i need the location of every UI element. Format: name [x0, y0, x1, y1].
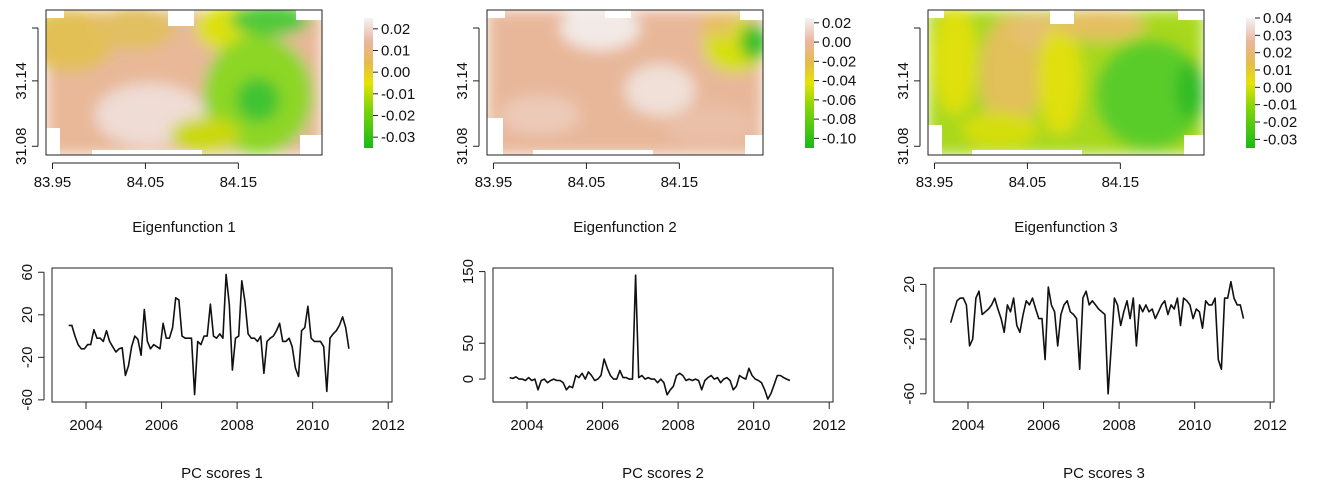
pc-scores-1-series-line	[68, 273, 350, 396]
colorbar-2-ticks: 0.02 0.00 -0.02 -0.04 -0.06 -0.08 -0.10	[814, 15, 856, 147]
colorbar-tick-label: -0.10	[822, 130, 856, 147]
colorbar-tick-label: 0.02	[822, 15, 851, 32]
x-tick-label: 2006	[586, 417, 619, 434]
x-tick-label: 2010	[1178, 417, 1211, 434]
y-tick-label: 20	[901, 276, 918, 293]
x-tick-label: 84.05	[127, 174, 165, 191]
colorbar-tick-label: -0.01	[381, 86, 415, 103]
colorbar-tick-label: -0.01	[1263, 97, 1297, 114]
y-tick-label: 50	[460, 335, 477, 352]
colorbar-tick-label: -0.02	[381, 108, 415, 125]
colorbar-tick-label: 0.03	[1263, 27, 1292, 44]
colorbar-tick-label: 0.00	[822, 34, 851, 51]
x-tick-label: 84.15	[1102, 174, 1140, 191]
x-tick-label: 84.15	[661, 174, 699, 191]
heatmap-3-field	[928, 10, 1204, 155]
pc-scores-2-series-line	[509, 274, 791, 400]
x-tick-label: 2010	[737, 417, 770, 434]
colorbar-tick-label: 0.04	[1263, 10, 1292, 27]
y-tick-label: -60	[901, 383, 918, 405]
caption-eigenfunction-3: Eigenfunction 3	[1014, 219, 1117, 236]
map-3-frame	[927, 9, 1205, 156]
y-tick-label: 20	[19, 306, 36, 323]
y-tick-label: 31.08	[895, 128, 912, 166]
colorbar-3	[1246, 18, 1255, 148]
x-tick-label: 2006	[145, 417, 178, 434]
y-tick-label: 0	[460, 375, 477, 383]
x-tick-label: 2012	[1254, 417, 1287, 434]
colorbar-tick-label: -0.03	[1263, 131, 1297, 148]
heatmap-2-field	[487, 10, 763, 155]
x-tick-label: 2004	[510, 417, 543, 434]
x-tick-label: 83.95	[475, 174, 513, 191]
colorbar-tick-label: 0.00	[381, 64, 410, 81]
colorbar-tick-label: -0.02	[822, 53, 856, 70]
colorbar-tick-label: -0.06	[822, 92, 856, 109]
y-tick-label: -60	[19, 389, 36, 411]
x-tick-label: 2008	[661, 417, 694, 434]
y-tick-label: 31.08	[454, 128, 471, 166]
caption-pc-scores-1: PC scores 1	[181, 465, 263, 482]
colorbar-1	[364, 18, 373, 148]
map-3-axes: 83.95 84.05 84.15 31.08 31.14	[895, 27, 1140, 191]
colorbar-tick-label: -0.08	[822, 111, 856, 128]
x-tick-label: 2008	[220, 417, 253, 434]
y-tick-label: -20	[901, 328, 918, 350]
map-2-axes: 83.95 84.05 84.15 31.08 31.14	[454, 27, 699, 191]
colorbar-tick-label: -0.03	[381, 129, 415, 146]
x-tick-label: 83.95	[34, 174, 72, 191]
map-3-blank-cells	[928, 10, 1204, 155]
x-tick-label: 2004	[951, 417, 984, 434]
colorbar-tick-label: 0.01	[1263, 62, 1292, 79]
eigenfunction-2-panel: 83.95 84.05 84.15 31.08 31.14 0.02 0.00 -0.02 -…	[454, 9, 856, 236]
x-tick-label: 2004	[69, 417, 102, 434]
map-1-frame	[45, 9, 323, 156]
map-2-frame	[486, 9, 764, 156]
y-tick-label: 150	[460, 259, 477, 284]
map-1-axes: 83.95 84.05 84.15 31.08 31.14	[13, 27, 258, 191]
map-2-blank-cells	[487, 10, 763, 155]
x-tick-label: 83.95	[916, 174, 954, 191]
y-tick-label: 31.14	[454, 62, 471, 100]
caption-pc-scores-2: PC scores 2	[622, 465, 704, 482]
colorbar-tick-label: -0.02	[1263, 114, 1297, 131]
eigenfunction-1-panel: 83.95 84.05 84.15 31.08 31.14 0.02 0.01 0.00 -0…	[13, 9, 415, 236]
pc-scores-1-panel: 2004 2006 2008 2010 2012 60 20 -20 -60 PC scores…	[19, 264, 405, 482]
x-tick-label: 2006	[1027, 417, 1060, 434]
caption-eigenfunction-2: Eigenfunction 2	[573, 219, 676, 236]
x-tick-label: 2008	[1102, 417, 1135, 434]
heatmap-1-field	[46, 10, 322, 155]
x-tick-label: 2012	[372, 417, 405, 434]
colorbar-tick-label: 0.02	[1263, 45, 1292, 62]
pc-scores-2-panel: 2004 2006 2008 2010 2012 150 50 0 PC scores 2	[460, 259, 846, 482]
x-tick-label: 2010	[296, 417, 329, 434]
colorbar-3-ticks: 0.040.030.020.010.00-0.01-0.02-0.03	[1255, 10, 1297, 148]
map-1-blank-cells	[46, 10, 322, 155]
pc-scores-3-panel: 2004 2006 2008 2010 2012 20 -20 -60 PC scores 3	[901, 267, 1287, 482]
y-tick-label: 31.14	[13, 62, 30, 100]
pc-scores-3-series-line	[949, 280, 1245, 395]
colorbar-tick-label: -0.04	[822, 73, 856, 90]
line-1-axes: 2004 2006 2008 2010 2012 60 20 -20 -60	[19, 264, 405, 434]
caption-pc-scores-3: PC scores 3	[1063, 465, 1145, 482]
line-3-axes: 2004 2006 2008 2010 2012 20 -20 -60	[901, 276, 1287, 434]
y-tick-label: 60	[19, 264, 36, 281]
y-tick-label: 31.14	[895, 62, 912, 100]
colorbar-tick-label: 0.01	[381, 43, 410, 60]
x-tick-label: 2012	[813, 417, 846, 434]
y-tick-label: 31.08	[13, 128, 30, 166]
line-1-frame	[51, 267, 393, 403]
y-tick-label: -20	[19, 346, 36, 368]
colorbar-tick-label: 0.02	[381, 21, 410, 38]
colorbar-1-ticks: 0.02 0.01 0.00 -0.01 -0.02 -0.03	[373, 21, 415, 146]
caption-eigenfunction-1: Eigenfunction 1	[132, 219, 235, 236]
x-tick-label: 84.05	[568, 174, 606, 191]
colorbar-2	[805, 18, 814, 148]
colorbar-tick-label: 0.00	[1263, 79, 1292, 96]
x-tick-label: 84.05	[1009, 174, 1047, 191]
line-2-axes: 2004 2006 2008 2010 2012 150 50 0	[460, 259, 846, 434]
x-tick-label: 84.15	[220, 174, 258, 191]
